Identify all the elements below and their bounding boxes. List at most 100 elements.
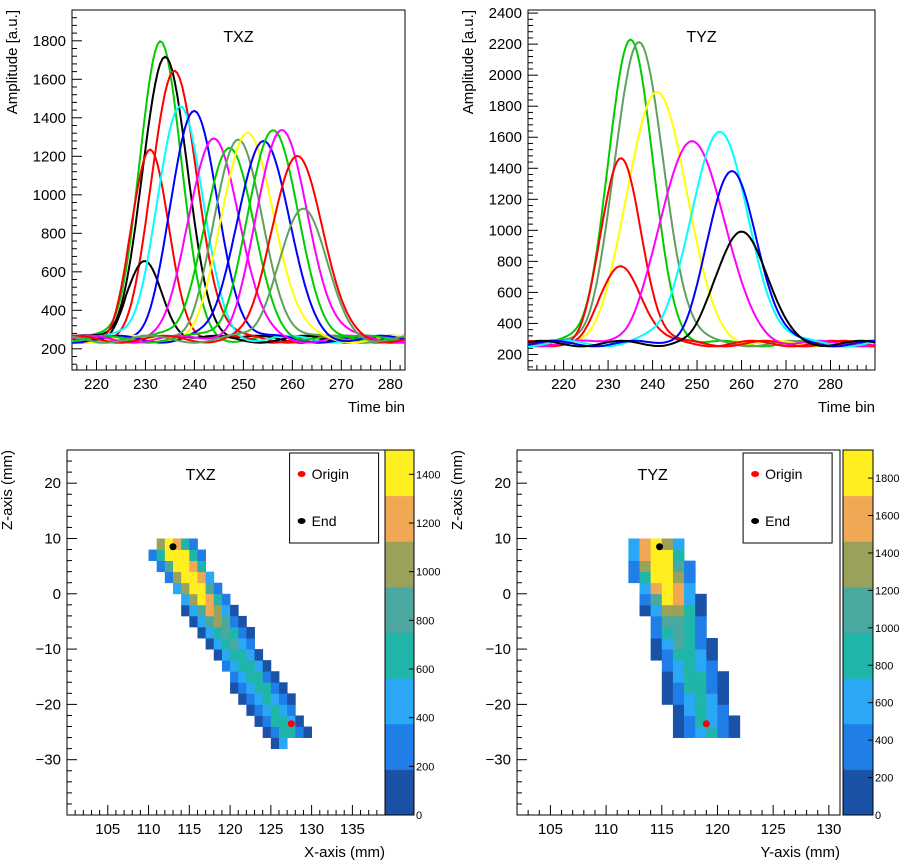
y-tick-label: 1200 <box>489 191 522 208</box>
plot-frame <box>527 9 876 371</box>
heat-cell <box>672 649 685 661</box>
colorbar-label: 800 <box>416 615 434 627</box>
x-axis-title: Y-axis (mm) <box>761 844 840 861</box>
colorbar-label: 1800 <box>875 473 899 485</box>
heat-cell <box>197 626 207 639</box>
heat-cell <box>230 626 239 639</box>
heat-cell <box>650 538 663 550</box>
x-tick-label: 130 <box>299 821 324 838</box>
heat-cell <box>672 682 685 694</box>
heat-cell <box>717 693 730 705</box>
heat-cell <box>205 593 215 606</box>
heat-cell <box>270 671 280 683</box>
heat-cell <box>197 560 207 573</box>
heat-cell <box>672 549 685 562</box>
heat-cell <box>270 737 280 750</box>
heat-cell <box>706 649 718 661</box>
heat-cell <box>254 660 264 672</box>
heat-cell <box>287 704 296 716</box>
heat-cell <box>173 571 182 584</box>
heat-cell <box>164 571 174 584</box>
heat-cell <box>262 726 272 738</box>
y-tick-label: 0 <box>503 586 511 603</box>
x-tick-label: 280 <box>818 376 843 393</box>
heat-cell <box>672 538 685 550</box>
x-tick-label: 120 <box>218 821 243 838</box>
tyz_map: 105 110 115 120 125 130 −30 −20 −10 0 10 20 Y-axis (… <box>449 449 899 861</box>
heat-cell <box>661 549 674 562</box>
heat-cell <box>270 704 280 716</box>
heat-cell <box>238 682 247 694</box>
heat-cell <box>728 726 741 738</box>
heat-cell <box>270 682 280 694</box>
colorbar-label: 200 <box>416 761 434 773</box>
heat-cell <box>189 593 198 606</box>
x-tick-label: 105 <box>538 821 563 838</box>
heat-cell <box>262 671 272 683</box>
heat-cell <box>650 560 663 573</box>
heat-cell <box>639 582 652 595</box>
y-tick-label: 1400 <box>33 110 66 127</box>
heat-cell <box>650 604 663 617</box>
y-tick-label: 2000 <box>489 67 522 84</box>
heat-cell <box>189 582 198 595</box>
legend: Origin End <box>289 452 380 544</box>
colorbar-label: 400 <box>875 735 893 747</box>
x-tick-label: 130 <box>816 821 841 838</box>
y-tick-label: 2400 <box>489 5 522 22</box>
heat-cell <box>270 693 280 705</box>
heat-cell <box>706 660 718 672</box>
x-tick-label: 115 <box>177 821 201 838</box>
heat-cell <box>197 549 207 562</box>
colorbar-segment <box>385 586 414 633</box>
panel-title: TXZ <box>223 29 253 46</box>
heat-cell <box>197 615 207 628</box>
heat-cell <box>197 604 207 617</box>
heat-cell <box>650 571 663 584</box>
heat-cell <box>279 693 288 705</box>
heat-cell <box>254 671 264 683</box>
y-tick-label: 20 <box>44 475 61 492</box>
x-tick-label: 240 <box>640 376 665 393</box>
waveform-w4 <box>528 157 875 348</box>
panel-title: TYZ <box>638 467 668 484</box>
heat-cell <box>661 582 674 595</box>
x-tick-label: 250 <box>685 376 710 393</box>
heat-cell <box>164 549 174 562</box>
heat-cell <box>661 626 674 639</box>
heat-cell <box>156 549 166 562</box>
x-tick-label: 260 <box>729 376 754 393</box>
heat-cell <box>246 638 255 650</box>
txz_waveforms: 220 230 240 250 260 270 280 200 400 600 800 1000 120… <box>4 9 406 416</box>
colorbar: 0 200 400 600 800 1000 1200 1400 <box>384 449 440 822</box>
heat-cell <box>181 571 190 584</box>
heat-cell <box>230 649 239 661</box>
panel-title: TXZ <box>185 467 215 484</box>
heat-cell <box>230 682 239 694</box>
colorbar-segment <box>843 723 873 770</box>
y-tick-label: 400 <box>41 302 66 319</box>
heat-cell <box>221 593 231 606</box>
heat-cell <box>672 604 685 617</box>
heat-cell <box>221 660 231 672</box>
heat-cell <box>661 571 674 584</box>
heat-cell <box>181 538 190 550</box>
heat-cell <box>279 726 288 738</box>
heat-cell <box>156 560 166 573</box>
heat-cell <box>164 538 174 550</box>
heat-cell <box>238 615 247 628</box>
heat-cell <box>156 538 166 550</box>
heat-cell <box>684 582 696 595</box>
x-tick-label: 120 <box>705 821 730 838</box>
heat-cell <box>205 604 215 617</box>
heat-cell <box>650 638 663 650</box>
heat-cell <box>295 715 304 727</box>
waveform-w1 <box>528 38 875 348</box>
heat-cell <box>695 715 707 727</box>
x-tick-label: 270 <box>774 376 799 393</box>
heat-cell <box>238 638 247 650</box>
heat-cell <box>205 582 215 595</box>
y-axis-title: Amplitude [a.u.] <box>460 10 477 114</box>
heat-cell <box>650 615 663 628</box>
heat-cell <box>695 604 707 617</box>
